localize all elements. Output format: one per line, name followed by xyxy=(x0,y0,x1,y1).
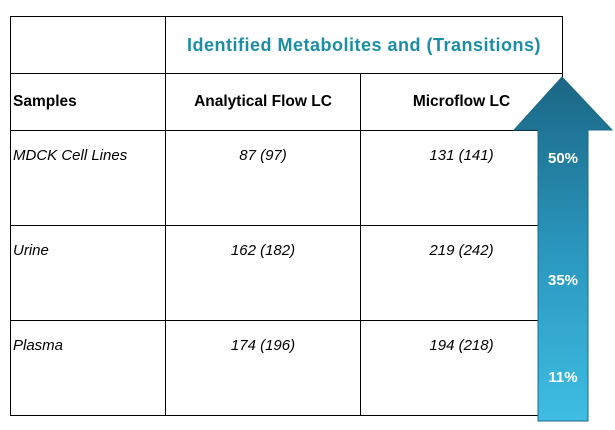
data-row: Plasma 174 (196) 194 (218) xyxy=(10,320,563,416)
value-cell: 162 (182) xyxy=(165,225,361,321)
arrow-label: 11% xyxy=(548,369,577,386)
value-cell: 194 (218) xyxy=(360,320,563,416)
results-table: Identified Metabolites and (Transitions)… xyxy=(10,16,563,416)
value-cell: 174 (196) xyxy=(165,320,361,416)
arrow-label: 35% xyxy=(548,272,578,289)
empty-cell xyxy=(10,16,166,74)
value-cell: 87 (97) xyxy=(165,130,361,226)
data-row: Urine 162 (182) 219 (242) xyxy=(10,225,563,321)
data-row: MDCK Cell Lines 87 (97) 131 (141) xyxy=(10,130,563,226)
value-cell: 219 (242) xyxy=(360,225,563,321)
arrow-label: 50% xyxy=(548,150,578,167)
increase-arrow xyxy=(512,76,614,422)
header-cell: Analytical Flow LC xyxy=(165,73,361,131)
sample-name: Plasma xyxy=(10,320,166,416)
